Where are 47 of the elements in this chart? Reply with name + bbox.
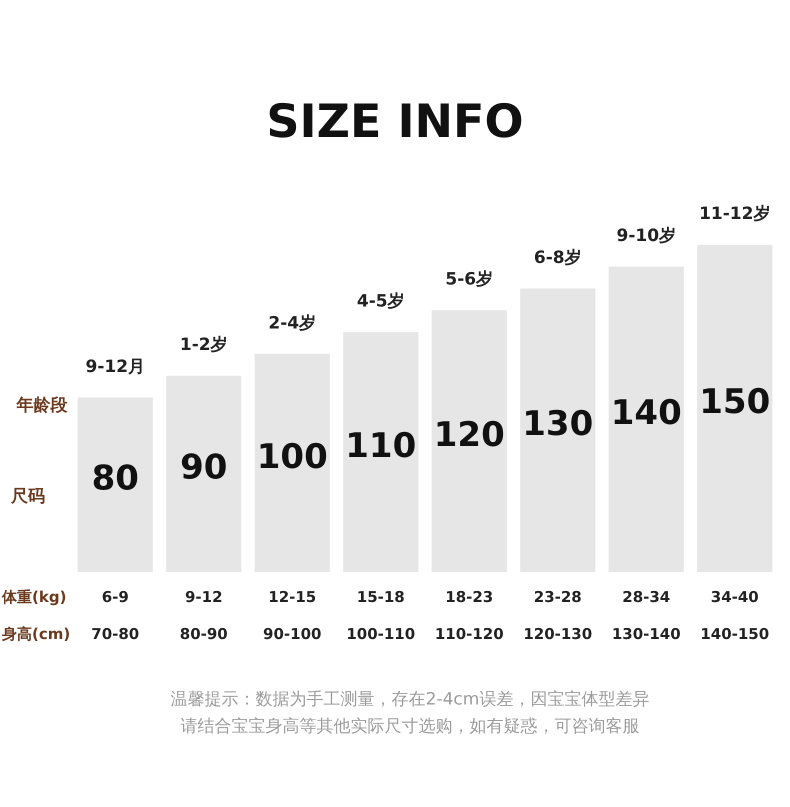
bar — [166, 376, 242, 572]
text: 9-12 — [184, 588, 223, 606]
x-tick-label: 5-6岁 — [445, 270, 494, 290]
text: 90-100 — [263, 624, 322, 643]
data-label: 100 — [256, 436, 328, 477]
text: 12-15 — [268, 588, 316, 606]
text: 6-9 — [102, 588, 129, 606]
data-label: 140 — [610, 393, 682, 434]
text: 70-80 — [91, 624, 140, 643]
text: 15-18 — [356, 588, 405, 606]
text: 尺码 — [10, 486, 45, 506]
x-tick-label: 9-12月 — [85, 356, 146, 377]
bar — [520, 288, 596, 572]
data-label: 80 — [92, 458, 139, 499]
text: 体重(kg) — [1, 588, 66, 606]
bar — [343, 332, 418, 572]
text: 140-150 — [700, 624, 770, 643]
text: 18-23 — [445, 588, 494, 606]
data-label: 150 — [699, 382, 770, 422]
text: 110-120 — [434, 624, 504, 643]
data-label: 110 — [345, 426, 416, 466]
text: 23-28 — [534, 588, 582, 606]
bar — [697, 244, 772, 572]
text: 80-90 — [180, 624, 228, 643]
data-label: 130 — [522, 404, 594, 444]
bar — [432, 310, 507, 572]
text: 34-40 — [710, 588, 759, 606]
text: 100-110 — [346, 624, 416, 643]
bar — [608, 266, 684, 572]
bar — [78, 398, 153, 572]
text: 年龄段 — [16, 395, 68, 416]
text: 120-130 — [523, 624, 592, 643]
text: 请结合宝宝身高等其他实际尺寸选购，如有疑惑，可咨询客服 — [180, 716, 640, 736]
data-label: 120 — [434, 414, 505, 455]
x-tick-label: 4-5岁 — [356, 291, 405, 312]
bar — [254, 354, 330, 572]
x-tick-label: 9-10岁 — [616, 226, 676, 246]
chart-title: SIZE INFO — [266, 94, 524, 148]
x-tick-label: 6-8岁 — [534, 248, 582, 268]
text: 130-140 — [612, 624, 681, 643]
text: 温馨提示：数据为手工测量，存在2-4cm误差，因宝宝体型差异 — [170, 689, 650, 710]
x-tick-label: 2-4岁 — [268, 313, 316, 334]
text: 28-34 — [622, 588, 670, 606]
x-tick-label: 11-12岁 — [699, 204, 770, 224]
text: 身高(cm) — [1, 624, 70, 643]
data-label: 90 — [180, 448, 228, 488]
x-tick-label: 1-2岁 — [180, 335, 228, 356]
